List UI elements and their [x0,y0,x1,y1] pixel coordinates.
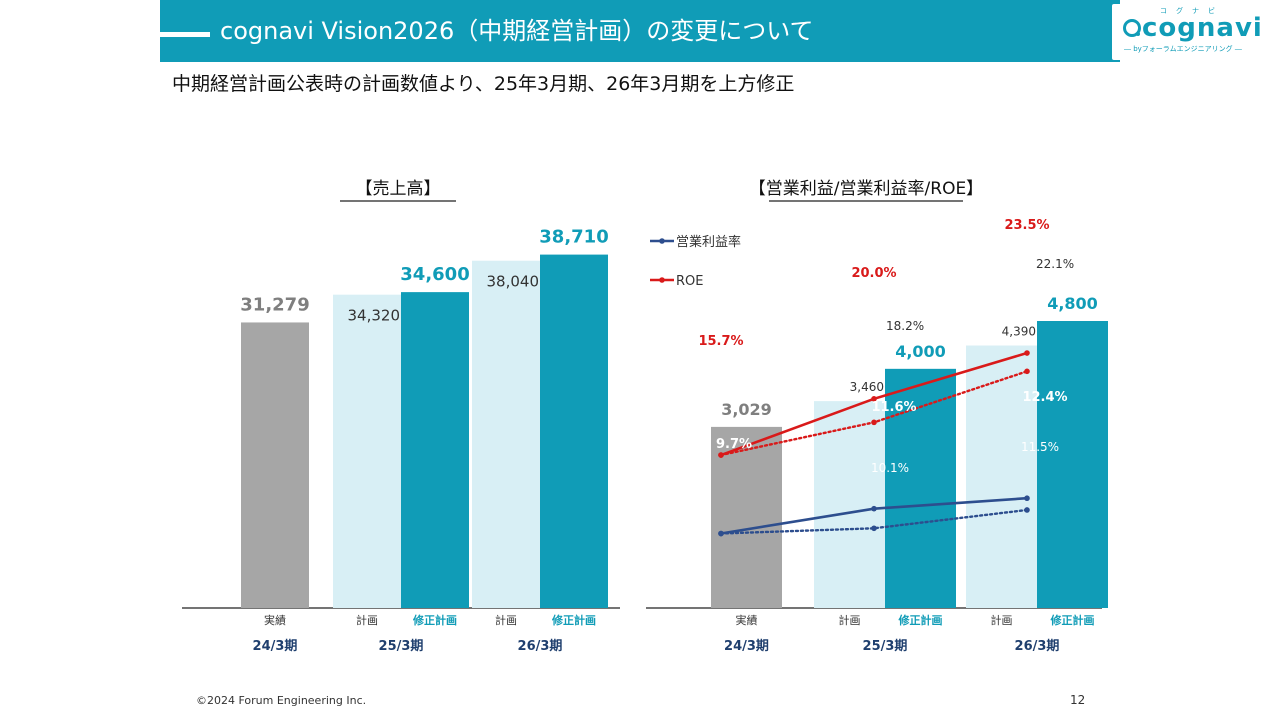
chart-title: 【売上高】 [356,179,441,199]
x-period-label: 24/3期 [724,639,769,654]
series-point-roe [871,396,877,402]
page-title: cognavi Vision2026（中期経営計画）の変更について [220,17,814,45]
logo-subtext: ― byフォーラムエンジニアリング ― [1124,45,1242,53]
x-sub-label: 修正計画 [1050,613,1095,627]
cognavi-logo: コグナビ cognavi ― byフォーラムエンジニアリング ― [1112,4,1262,60]
operating-profit-chart: 【営業利益/営業利益率/ROE】 3,029 実績 24/3期 3,460 計画 4,000… [646,179,1108,654]
line-value-label: 18.2% [886,319,924,333]
x-sub-label: 実績 [264,613,286,627]
x-sub-label: 修正計画 [898,613,943,627]
bar-plan-2 [472,260,540,608]
bar-value-label: 4,000 [895,342,946,361]
series-point-roe [871,419,877,426]
series-point-op-margin [871,525,877,532]
x-period-label: 26/3期 [1015,639,1060,654]
chart-title: 【営業利益/営業利益率/ROE】 [749,179,983,199]
copyright: ©2024 Forum Engineering Inc. [196,694,367,707]
slide-subtitle: 中期経営計画公表時の計画数値より、25年3月期、26年3月期を上方修正 [172,73,795,95]
bar-plan-1 [814,401,885,608]
bar-value-label: 4,800 [1047,294,1098,313]
legend-label: 営業利益率 [676,234,741,250]
logo-ruby-text: コグナビ [1160,7,1224,15]
line-value-label: 15.7% [698,334,743,349]
bar-plan-1 [333,294,401,608]
x-sub-label: 修正計画 [412,613,457,627]
line-value-label: 9.7% [716,437,752,452]
series-point-op-margin [871,505,877,512]
bar-value-label: 3,460 [850,380,884,394]
bar-actual-0 [241,322,309,608]
line-value-label: 23.5% [1004,218,1049,233]
x-period-label: 26/3期 [518,639,563,654]
line-value-label: 11.6% [871,400,916,415]
line-value-label: 22.1% [1036,257,1074,271]
bar-value-label: 38,710 [539,227,608,248]
x-sub-label: 計画 [495,613,517,627]
x-sub-label: 修正計画 [551,613,596,627]
legend-marker [659,277,665,283]
title-banner: cognavi Vision2026（中期経営計画）の変更について コグナビ c… [160,0,1262,62]
logo-ring-icon [1123,19,1141,37]
series-point-op-margin [1024,495,1030,502]
x-period-label: 24/3期 [253,639,298,654]
line-value-label: 12.4% [1022,390,1067,405]
bar-value-label: 34,600 [400,264,469,285]
logo-wordmark: cognavi [1142,13,1263,43]
page-number: 12 [1070,693,1086,707]
bar-value-label: 38,040 [487,273,540,291]
legend-label: ROE [676,274,703,289]
line-value-label: 20.0% [851,266,896,281]
x-sub-label: 計画 [991,613,1013,627]
series-point-op-margin [1024,507,1030,513]
sales-chart: 【売上高】 31,279 実績 24/3期 34,320 計画 34,600 修正計画 25/3… [182,179,620,654]
series-point-roe [1024,368,1030,375]
line-value-label: 11.5% [1021,440,1059,454]
bar-revised-1 [885,368,956,608]
bar-value-label: 4,390 [1002,325,1036,339]
series-point-roe [1024,350,1030,356]
bar-value-label: 31,279 [240,294,309,315]
bar-value-label: 34,320 [348,307,401,325]
line-value-label: 10.1% [871,461,909,475]
bar-plan-2 [966,345,1037,608]
x-sub-label: 実績 [736,613,758,627]
x-sub-label: 計画 [356,613,378,627]
bar-value-label: 3,029 [721,400,772,419]
x-period-label: 25/3期 [863,639,908,654]
series-point-roe [718,452,724,458]
bar-revised-1 [401,292,469,608]
x-sub-label: 計画 [839,613,861,627]
x-period-label: 25/3期 [379,639,424,654]
bar-revised-2 [540,254,608,608]
title-accent-line [160,32,210,37]
bar-revised-2 [1037,321,1108,608]
legend-marker [659,238,665,244]
series-point-op-margin [718,530,724,537]
